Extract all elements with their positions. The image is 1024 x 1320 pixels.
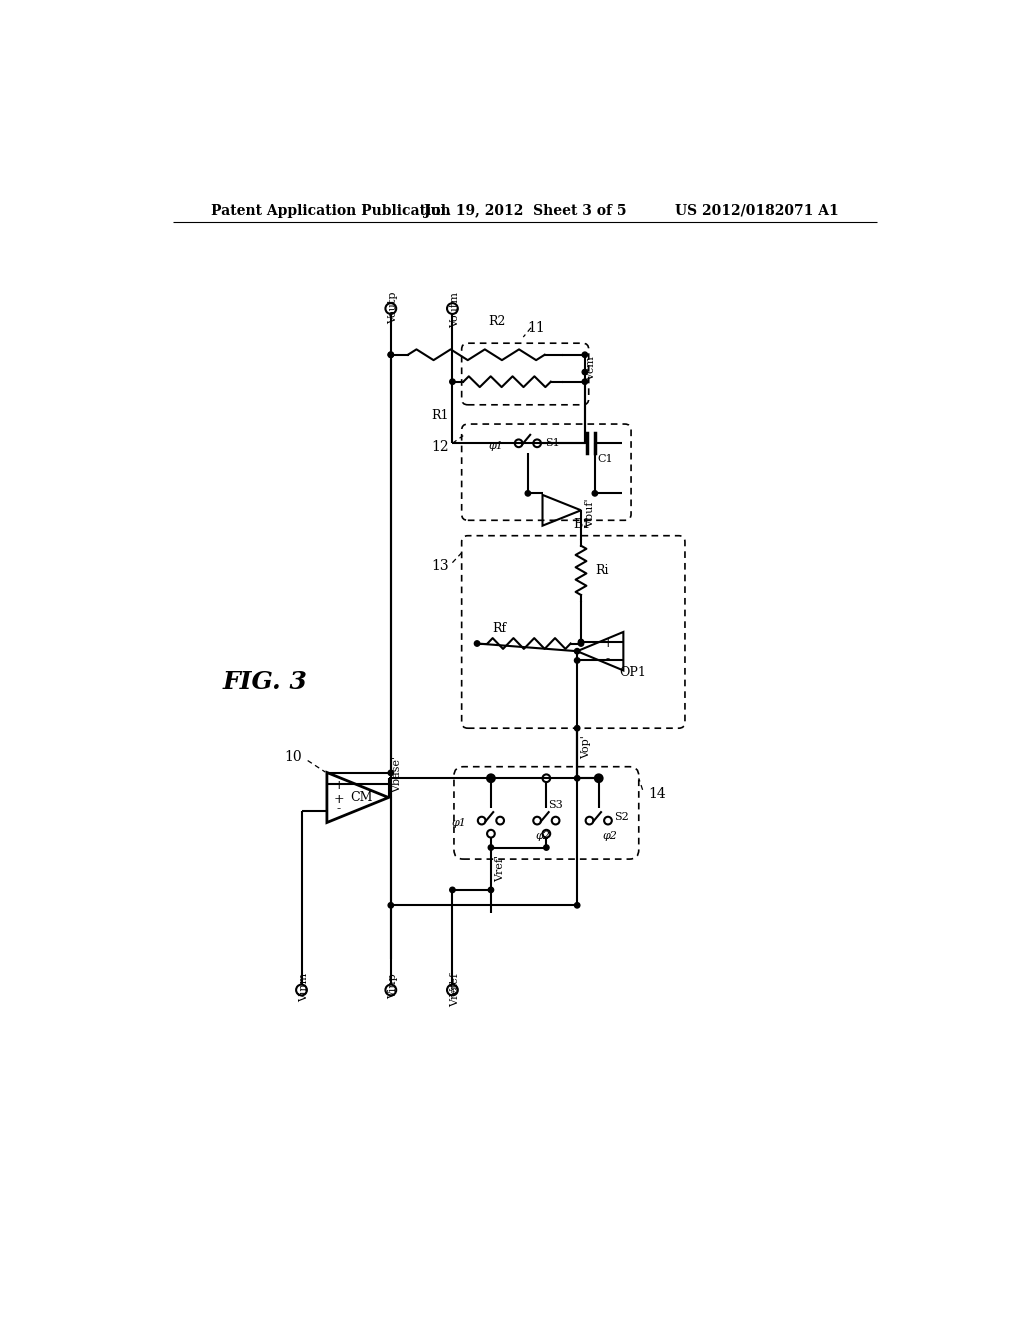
Text: Voutp: Voutp [388,292,398,325]
Circle shape [574,903,580,908]
Text: Vcm: Vcm [586,356,596,380]
Circle shape [388,352,393,358]
Text: Vref': Vref' [450,979,460,1007]
Circle shape [488,776,494,781]
Text: +: + [333,779,344,792]
Text: US 2012/0182071 A1: US 2012/0182071 A1 [675,203,839,218]
Text: 11: 11 [527,321,545,335]
Circle shape [388,770,393,776]
Text: OP1: OP1 [620,667,646,680]
Text: Rf: Rf [493,622,507,635]
Text: φ1: φ1 [488,441,503,450]
Circle shape [579,639,584,644]
Text: Vref': Vref' [495,855,505,882]
Text: Patent Application Publication: Patent Application Publication [211,203,451,218]
Circle shape [583,370,588,375]
Text: Jul. 19, 2012  Sheet 3 of 5: Jul. 19, 2012 Sheet 3 of 5 [424,203,626,218]
Text: Vref: Vref [450,973,460,997]
Circle shape [388,352,393,358]
Text: -: - [606,652,610,665]
Circle shape [579,640,584,647]
Text: 10: 10 [284,751,301,764]
Text: φ2: φ2 [536,832,550,841]
Circle shape [488,845,494,850]
Text: -: - [337,803,341,816]
Circle shape [388,903,393,908]
Text: Vinp: Vinp [388,973,398,999]
Text: S3: S3 [548,800,562,810]
Text: FIG. 3: FIG. 3 [223,671,308,694]
Text: B1: B1 [573,517,591,531]
Text: R2: R2 [488,315,506,329]
Text: Vinm: Vinm [299,973,309,1002]
Text: C1: C1 [597,454,612,463]
Circle shape [574,657,580,663]
Circle shape [583,379,588,384]
Text: Vbase': Vbase' [392,756,402,793]
Circle shape [474,640,480,647]
Circle shape [592,491,598,496]
Circle shape [574,776,580,781]
Text: CM: CM [350,791,373,804]
Text: 14: 14 [648,787,666,801]
Text: +: + [333,792,344,805]
Text: 12: 12 [431,440,449,454]
Text: +: + [603,638,613,649]
Circle shape [583,352,588,358]
Text: φ1: φ1 [452,818,466,828]
Circle shape [574,726,580,731]
Text: φ2: φ2 [602,832,617,841]
Circle shape [596,776,601,781]
Text: R1: R1 [431,409,449,422]
Circle shape [574,648,580,653]
Circle shape [525,491,530,496]
Text: S1: S1 [545,438,559,449]
Circle shape [450,379,455,384]
Text: Voutm: Voutm [450,292,460,327]
Text: Vbuf': Vbuf' [585,499,595,528]
Text: 13: 13 [431,560,449,573]
Circle shape [450,887,455,892]
Circle shape [544,845,549,850]
Text: Vop': Vop' [581,735,591,759]
Circle shape [488,887,494,892]
Text: Ri: Ri [595,564,608,577]
Text: S2: S2 [614,812,629,822]
